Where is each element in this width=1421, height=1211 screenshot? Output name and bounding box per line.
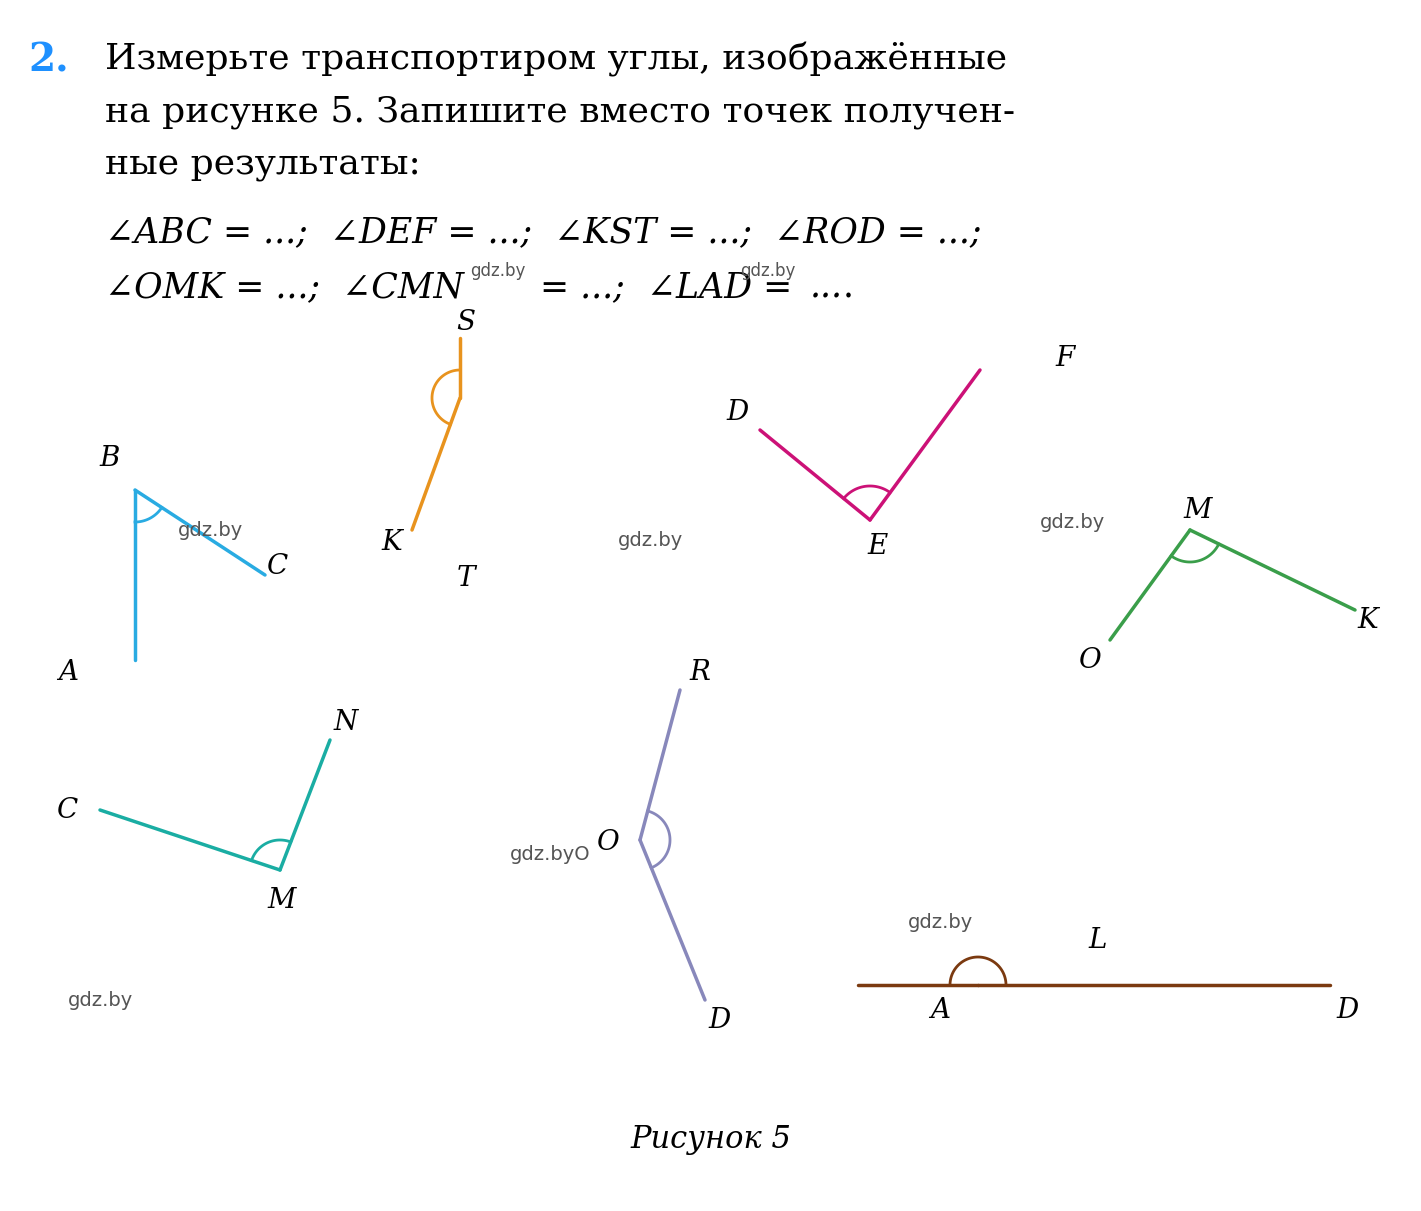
Text: C: C — [57, 797, 78, 823]
Text: gdz.by: gdz.by — [68, 991, 134, 1010]
Text: A: A — [929, 997, 951, 1023]
Text: O: O — [1079, 647, 1101, 673]
Text: ∠OMK = ...;  ∠CMN: ∠OMK = ...; ∠CMN — [105, 270, 463, 304]
Text: O: O — [597, 830, 620, 856]
Text: D: D — [1337, 997, 1358, 1023]
Text: gdz.byO: gdz.byO — [510, 845, 591, 865]
Text: ...: ... — [810, 270, 843, 304]
Text: K: K — [1357, 607, 1378, 633]
Text: ные результаты:: ные результаты: — [105, 148, 421, 182]
Text: D: D — [709, 1006, 732, 1033]
Text: на рисунке 5. Запишите вместо точек получен-: на рисунке 5. Запишите вместо точек полу… — [105, 94, 1015, 130]
Text: B: B — [99, 444, 121, 471]
Text: F: F — [1056, 344, 1074, 372]
Text: D: D — [728, 398, 749, 425]
Text: 2.: 2. — [28, 42, 68, 80]
Text: M: M — [267, 886, 296, 913]
Text: N: N — [334, 708, 358, 735]
Text: gdz.by: gdz.by — [1040, 512, 1106, 532]
Text: = ...;  ∠LAD =: = ...; ∠LAD = — [540, 270, 793, 304]
Text: gdz.by: gdz.by — [178, 521, 243, 539]
Text: .: . — [843, 270, 854, 304]
Text: K: K — [382, 528, 402, 556]
Text: E: E — [868, 534, 888, 561]
Text: R: R — [689, 659, 710, 685]
Text: L: L — [1088, 926, 1107, 953]
Text: M: M — [1184, 497, 1212, 523]
Text: gdz.by: gdz.by — [618, 530, 684, 550]
Text: T: T — [456, 564, 475, 591]
Text: A: A — [58, 659, 78, 685]
Text: Рисунок 5: Рисунок 5 — [631, 1124, 791, 1155]
Text: C: C — [267, 553, 288, 580]
Text: S: S — [456, 309, 476, 335]
Text: gdz.by: gdz.by — [908, 913, 973, 932]
Text: gdz.by: gdz.by — [470, 262, 526, 280]
Text: ∠ABC = ...;  ∠DEF = ...;  ∠KST = ...;  ∠ROD = ...;: ∠ABC = ...; ∠DEF = ...; ∠KST = ...; ∠ROD… — [105, 216, 982, 249]
Text: Измерьте транспортиром углы, изображённые: Измерьте транспортиром углы, изображённы… — [105, 42, 1007, 78]
Text: gdz.by: gdz.by — [740, 262, 796, 280]
